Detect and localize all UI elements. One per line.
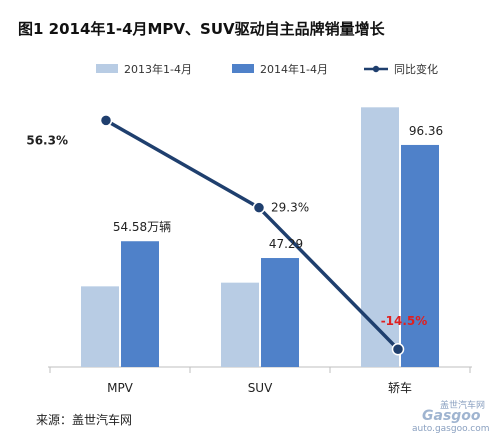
watermark-logo-text: Gasgoo [422,408,481,424]
legend-label-2013: 2013年1-4月 [124,62,192,76]
line-point [252,201,266,214]
source-note: 来源：盖世汽车网 [36,412,132,427]
bar-2014 [401,144,439,367]
line-point [391,342,405,356]
bar-value-label: 54.58万辆 [113,220,171,234]
bar-2013 [221,282,259,367]
watermark-url: auto.gasgoo.com [412,424,490,434]
bar-value-label: 47.29 [269,237,303,251]
legend-swatch-2013 [96,64,118,73]
data-labels: 54.58万辆 47.29 96.36 56.3% 29.3% -14.5% [26,124,443,328]
line-value-label: -14.5% [381,314,428,328]
chart-title: 图1 2014年1-4月MPV、SUV驱动自主品牌销量增长 [18,20,386,38]
watermark-cn: 盖世汽车网 [440,399,485,411]
legend-label-2014: 2014年1-4月 [260,62,328,76]
bars [81,107,439,368]
line-point [99,114,113,127]
legend-line-marker [372,65,380,73]
watermark-logo: 盖世汽车网 Gasgoo auto.gasgoo.com [412,399,490,434]
x-tick-label: MPV [107,381,134,395]
legend-label-yoy: 同比变化 [394,62,438,76]
legend-swatch-2014 [232,64,254,73]
line-value-label: 56.3% [26,133,68,147]
bar-2014 [261,258,299,367]
x-axis: MPV SUV 轿车 [48,366,472,395]
x-tick-label: 轿车 [388,380,412,395]
bar-value-label: 96.36 [409,124,443,138]
bar-2013 [81,286,119,367]
bar-2014 [121,241,159,367]
legend: 2013年1-4月 2014年1-4月 同比变化 [96,62,438,76]
x-tick-label: SUV [248,381,273,395]
bar-2013 [361,107,399,368]
growth-line [99,114,405,356]
line-value-label: 29.3% [271,201,309,215]
